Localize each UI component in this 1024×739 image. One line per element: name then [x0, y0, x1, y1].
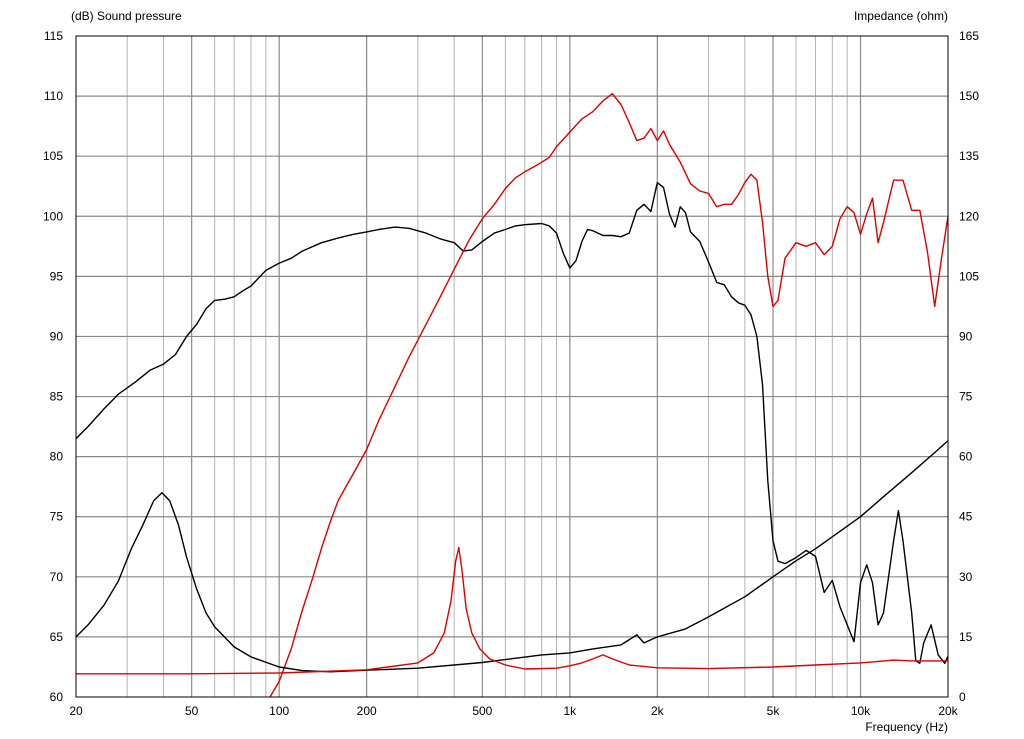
x-tick-label: 20k	[938, 704, 958, 718]
x-tick-label: 1k	[563, 704, 577, 718]
left-axis-ticks: 60 65 70 75 80 85 90 95 100 105 110 115	[43, 29, 63, 704]
left-tick-label: 100	[43, 209, 63, 223]
right-tick-label: 135	[959, 149, 979, 163]
right-tick-label: 150	[959, 89, 979, 103]
left-tick-label: 65	[50, 630, 64, 644]
plot-frame	[75, 35, 949, 698]
series-line-4	[76, 546, 948, 675]
x-tick-label: 20	[69, 704, 83, 718]
left-tick-label: 85	[50, 390, 64, 404]
left-tick-label: 75	[50, 510, 64, 524]
left-tick-label: 60	[50, 690, 64, 704]
right-axis-label: Impedance (ohm)	[854, 9, 948, 23]
right-axis-ticks: 0 15 30 45 60 75 90 105 120 135 150 165	[959, 29, 979, 704]
right-tick-label: 45	[959, 510, 973, 524]
series-line-3	[75, 440, 949, 673]
right-tick-label: 75	[959, 390, 973, 404]
left-axis-label: (dB) Sound pressure	[71, 9, 182, 23]
x-tick-label: 500	[472, 704, 492, 718]
major-gridlines	[76, 36, 948, 697]
right-tick-label: 15	[959, 630, 973, 644]
x-tick-label: 100	[269, 704, 289, 718]
x-tick-label: 10k	[851, 704, 871, 718]
x-axis-label: Frequency (Hz)	[865, 720, 948, 734]
left-tick-label: 70	[50, 570, 64, 584]
x-axis-ticks: 20 50 100 200 500 1k 2k 5k 10k 20k	[69, 704, 958, 718]
left-tick-label: 105	[43, 149, 63, 163]
right-tick-label: 0	[959, 690, 966, 704]
left-tick-label: 110	[44, 89, 63, 103]
x-tick-label: 50	[185, 704, 199, 718]
x-tick-label: 5k	[767, 704, 781, 718]
right-tick-label: 60	[959, 450, 973, 464]
x-tick-label: 2k	[651, 704, 665, 718]
series-line-1	[75, 181, 949, 664]
plot-area	[76, 36, 948, 697]
right-tick-label: 120	[959, 209, 979, 223]
series-layer	[75, 92, 949, 698]
left-tick-label: 90	[50, 329, 64, 343]
x-tick-label: 200	[357, 704, 377, 718]
right-tick-label: 30	[959, 570, 973, 584]
left-tick-label: 115	[44, 29, 63, 43]
right-tick-label: 105	[959, 269, 979, 283]
right-tick-label: 165	[959, 29, 979, 43]
right-tick-label: 90	[959, 329, 973, 343]
left-tick-label: 80	[50, 450, 64, 464]
series-line-2	[269, 92, 949, 698]
left-tick-label: 95	[50, 269, 64, 283]
